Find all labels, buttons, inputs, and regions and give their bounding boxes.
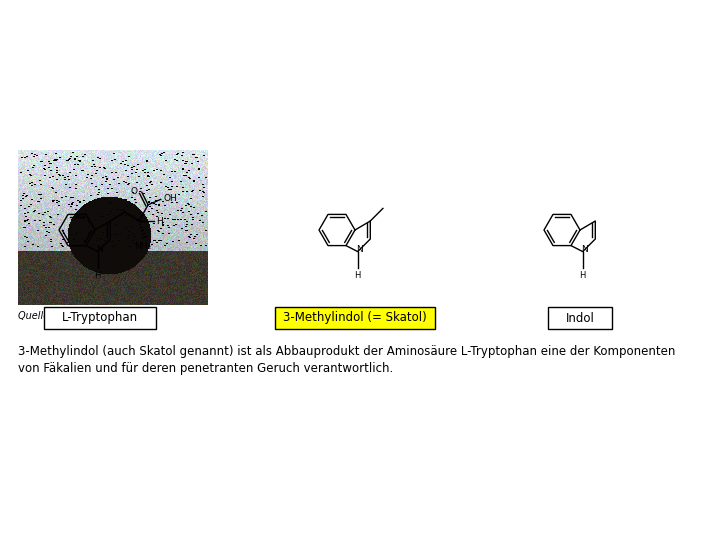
Text: 3-Methylindol (= Skatol): 3-Methylindol (= Skatol) <box>283 312 427 325</box>
Text: von Fäkalien und für deren penetranten Geruch verantwortlich.: von Fäkalien und für deren penetranten G… <box>18 362 393 375</box>
Text: H: H <box>156 217 163 226</box>
Text: H: H <box>580 271 586 280</box>
Text: O: O <box>130 187 138 195</box>
FancyBboxPatch shape <box>44 307 156 329</box>
Text: OH: OH <box>163 194 177 203</box>
Text: Quelle : wattenrat.de: Quelle : wattenrat.de <box>18 311 122 321</box>
Text: N: N <box>96 245 103 254</box>
FancyBboxPatch shape <box>548 307 612 329</box>
Text: N: N <box>356 245 363 254</box>
Text: L-Tryptophan: L-Tryptophan <box>62 312 138 325</box>
Text: H: H <box>94 271 101 280</box>
FancyBboxPatch shape <box>275 307 435 329</box>
Text: NH₂: NH₂ <box>134 242 151 251</box>
Text: 3-Methylindol (auch Skatol genannt) ist als Abbauprodukt der Aminosäure L-Trypto: 3-Methylindol (auch Skatol genannt) ist … <box>18 345 675 358</box>
Text: N: N <box>581 245 588 254</box>
Text: Indol: Indol <box>566 312 595 325</box>
Text: H: H <box>354 271 361 280</box>
